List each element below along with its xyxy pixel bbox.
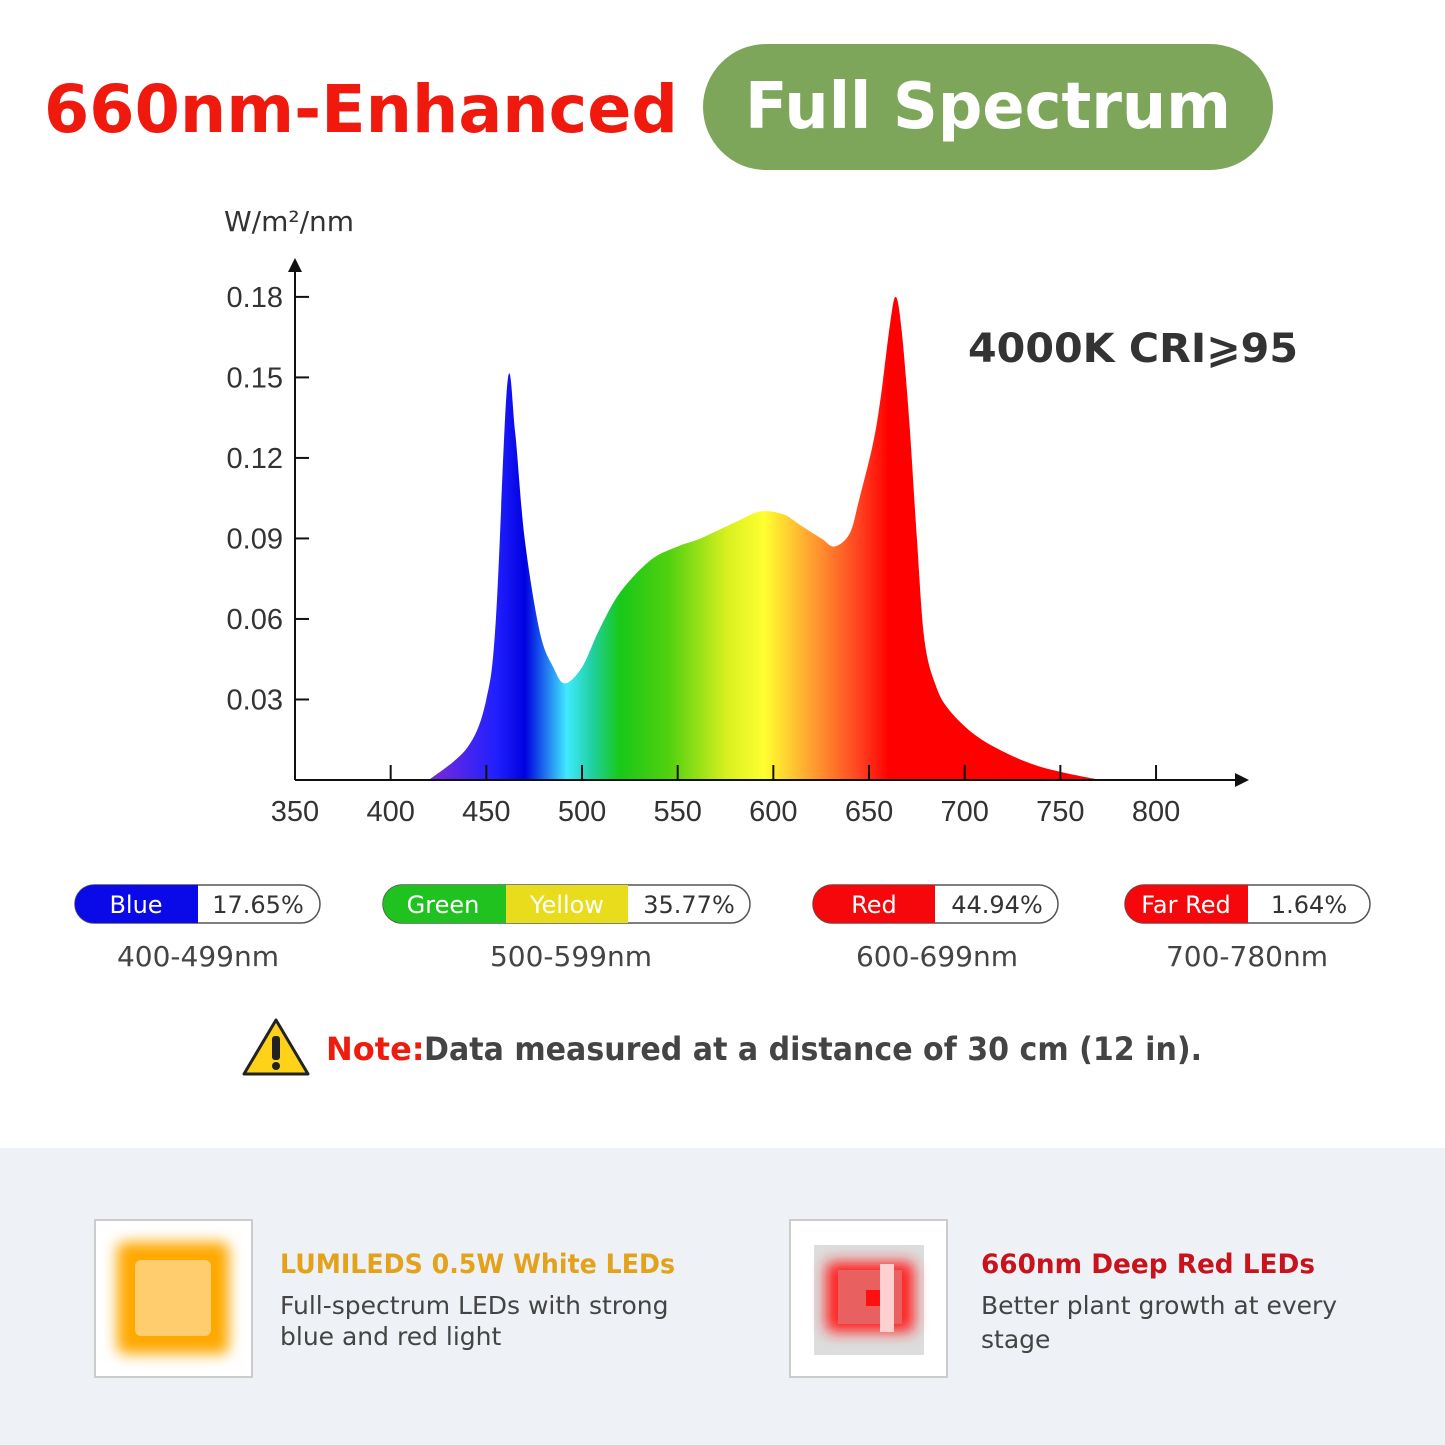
badge-text: Full Spectrum (745, 70, 1231, 144)
band-name: Blue (109, 891, 162, 919)
feature-desc: stage (981, 1325, 1050, 1354)
note-text: Data measured at a distance of 30 cm (12… (424, 1030, 1202, 1068)
x-tick-label: 400 (366, 796, 414, 828)
feature-title: LUMILEDS 0.5W White LEDs (280, 1249, 675, 1280)
band-share: 44.94% (951, 891, 1043, 919)
band-legend: Blue 17.65% 400-499nm Green Yellow 35.77… (74, 884, 1371, 973)
badge (703, 44, 1273, 170)
spectrum-area (428, 296, 1101, 780)
x-tick-label: 450 (462, 796, 510, 828)
y-tick-label: 0.12 (227, 443, 283, 475)
chart: W/m²/nm 4000K CRI⩾95 0.03 0.06 0.09 0.12 0.1… (224, 205, 1298, 828)
y-axis-arrow (288, 258, 302, 272)
y-tick-label: 0.09 (227, 523, 283, 555)
band-range: 700-780nm (1166, 940, 1328, 973)
band-range: 500-599nm (490, 940, 652, 973)
band-share: 1.64% (1271, 891, 1347, 919)
title: 660nm-Enhanced (44, 71, 678, 148)
feature-icon (880, 1264, 894, 1332)
feature: 660nm Deep Red LEDs Better plant growth … (789, 1219, 1337, 1378)
x-tick-label: 500 (558, 796, 606, 828)
x-tick-label: 800 (1132, 796, 1180, 828)
x-tick-label: 350 (271, 796, 319, 828)
pill-color (75, 885, 198, 923)
warning-icon (272, 1062, 280, 1070)
feature-icon (135, 1260, 211, 1336)
feature-icon (866, 1290, 880, 1306)
pill-color (383, 885, 506, 923)
pill-color (506, 885, 628, 923)
band-name: Green (407, 891, 480, 919)
band-name: Yellow (529, 891, 604, 919)
pill-color (1125, 885, 1248, 923)
feature-desc: Full-spectrum LEDs with strong (280, 1291, 669, 1320)
y-tick-label: 0.06 (227, 604, 283, 636)
x-tick-label: 650 (845, 796, 893, 828)
x-tick-label: 600 (749, 796, 797, 828)
x-tick-label: 750 (1036, 796, 1084, 828)
band-range: 400-499nm (117, 940, 279, 973)
x-tick-label: 700 (940, 796, 988, 828)
band-share: 35.77% (643, 891, 735, 919)
note: Note: Data measured at a distance of 30 … (242, 1018, 1202, 1076)
annotation: 4000K CRI⩾95 (968, 326, 1298, 372)
y-tick-label: 0.18 (227, 282, 283, 314)
band-range: 600-699nm (856, 940, 1018, 973)
warning-icon (272, 1036, 280, 1060)
pill-color (813, 885, 935, 923)
band-name: Far Red (1141, 891, 1230, 919)
feature-title: 660nm Deep Red LEDs (981, 1249, 1315, 1280)
x-axis-arrow (1235, 773, 1249, 787)
y-tick-label: 0.15 (227, 362, 283, 394)
band-share: 17.65% (212, 891, 304, 919)
x-tick-label: 550 (653, 796, 701, 828)
y-tick-label: 0.03 (227, 684, 283, 716)
feature: LUMILEDS 0.5W White LEDs Full-spectrum L… (94, 1219, 675, 1378)
band-name: Red (851, 891, 897, 919)
note-label: Note: (326, 1030, 425, 1068)
feature-desc: Better plant growth at every (981, 1291, 1337, 1320)
feature-desc: blue and red light (280, 1322, 501, 1351)
y-axis-label: W/m²/nm (224, 205, 354, 238)
